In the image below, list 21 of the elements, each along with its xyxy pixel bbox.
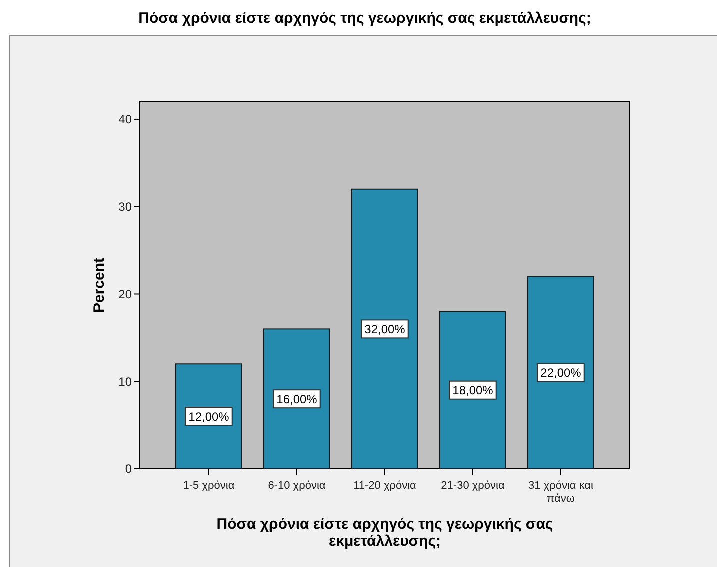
y-tick-label: 30 [118,200,132,214]
data-label: 32,00% [364,322,406,336]
y-tick-label: 0 [125,462,132,476]
data-label: 12,00% [188,410,230,424]
bar [528,276,594,470]
y-tick-label: 40 [118,112,132,127]
x-tick-label: 1-5 χρόνια [183,480,236,492]
bar [440,311,506,470]
x-tick-label: 11-20 χρόνια [354,480,418,492]
x-tick-label: 31 χρόνια και πάνω [528,480,594,505]
x-tick-label: 21-30 χρόνια [441,480,506,492]
data-label: 18,00% [452,384,494,398]
y-tick-label: 10 [118,374,132,389]
x-axis-title: Πόσα χρόνια είστε αρχηγός της γεωργικής σας εκμετάλλευσης; [216,516,554,550]
x-tick-label: 6-10 χρόνια [268,480,326,492]
data-label: 22,00% [540,366,582,380]
chart-title: Πόσα χρόνια είστε αρχηγός της γεωργικής σας εκμετάλλευσης; [138,10,592,27]
y-axis-title: Percent [91,258,108,314]
data-label: 16,00% [276,392,318,406]
y-tick-label: 20 [118,287,132,302]
bar [352,188,418,470]
